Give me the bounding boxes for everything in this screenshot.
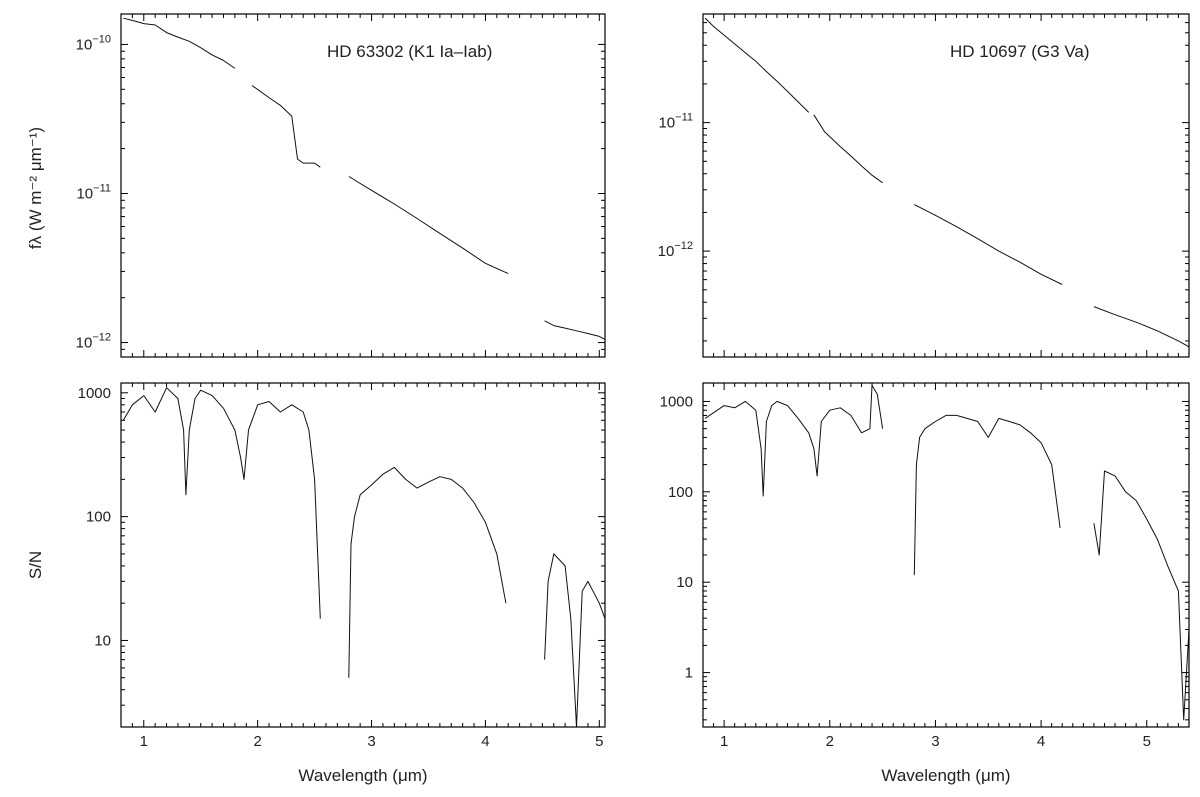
snr-series-hd63302	[122, 387, 606, 728]
y-tick-label: 1000	[78, 385, 111, 402]
axis-ticks	[120, 383, 605, 728]
y-tick-label: 10−10	[76, 33, 111, 53]
axis-ticks	[702, 383, 1190, 727]
plot-frame	[120, 382, 606, 728]
x-tick-label: 1	[720, 733, 728, 750]
y-tick-label: 10	[94, 632, 111, 649]
flux-series-hd63302	[123, 17, 606, 340]
axis-ticks	[120, 14, 605, 358]
x-tick-label: 4	[481, 733, 489, 750]
spectrum-segment-1	[123, 17, 236, 69]
y-tick-label: 1	[685, 665, 693, 682]
snr-panel-hd10697: 1 2 3 4 5 1 10 100 1000	[660, 382, 1190, 750]
flux-series-hd10697	[704, 17, 1190, 348]
spectrum-segment-2	[813, 114, 883, 184]
plot-frame	[120, 13, 606, 358]
spectrum-segment-2	[251, 85, 321, 168]
spectrum-segment-1	[704, 385, 884, 497]
spectrum-segment-3	[1093, 470, 1190, 721]
plot-frame	[702, 382, 1190, 728]
y-tick-label: 100	[86, 509, 111, 526]
tick-labels: 1 2 3 4 5 10 100 1000	[78, 385, 604, 750]
axis-ticks	[702, 13, 1190, 357]
spectrum-segment-2	[913, 414, 1061, 576]
tick-labels: 10−12 10−11	[658, 112, 693, 261]
tick-labels: 1 2 3 4 5 1 10 100 1000	[660, 393, 1151, 750]
spectrum-segment-1	[122, 387, 321, 619]
y-tick-label: 10	[676, 574, 693, 591]
x-tick-label: 2	[253, 733, 261, 750]
y-tick-label: 1000	[660, 393, 693, 410]
x-tick-label: 4	[1037, 733, 1045, 750]
flux-panel-hd10697: 10−12 10−11 HD 10697 (G3 Va)	[658, 13, 1190, 358]
x-tick-label: 5	[1143, 733, 1151, 750]
x-tick-label: 2	[826, 733, 834, 750]
y-tick-label: 10−12	[76, 332, 111, 352]
snr-axis-label: S/N	[26, 551, 45, 579]
x-tick-label: 5	[595, 733, 603, 750]
y-tick-label: 10−11	[76, 182, 111, 202]
x-axis-label-left: Wavelength (μm)	[298, 766, 427, 785]
spectrum-segment-3	[348, 176, 509, 275]
x-axis-label-right: Wavelength (μm)	[881, 766, 1010, 785]
flux-panel-hd63302: 10−12 10−11 10−10 HD 63302 (K1 Ia–Iab)	[76, 13, 606, 358]
spectrum-segment-1	[704, 17, 810, 113]
spectrum-segment-4	[1093, 306, 1190, 348]
y-tick-label: 10−11	[658, 112, 693, 132]
spectrum-segment-3	[544, 553, 606, 728]
tick-labels: 10−12 10−11 10−10	[76, 33, 111, 351]
snr-panel-hd63302: 1 2 3 4 5 10 100 1000	[78, 382, 606, 750]
y-tick-label: 100	[668, 484, 693, 501]
x-tick-label: 1	[140, 733, 148, 750]
panel-title: HD 10697 (G3 Va)	[950, 42, 1090, 61]
x-tick-label: 3	[931, 733, 939, 750]
spectrum-segment-2	[348, 466, 507, 678]
plot-frame	[702, 13, 1190, 358]
snr-series-hd10697	[704, 385, 1190, 721]
spectrum-segment-4	[544, 320, 606, 340]
flux-axis-label: fλ (W m⁻² μm⁻¹)	[26, 127, 45, 249]
x-tick-label: 3	[367, 733, 375, 750]
y-tick-label: 10−12	[658, 240, 693, 260]
panel-title: HD 63302 (K1 Ia–Iab)	[327, 42, 492, 61]
spectrum-segment-3	[914, 204, 1063, 285]
